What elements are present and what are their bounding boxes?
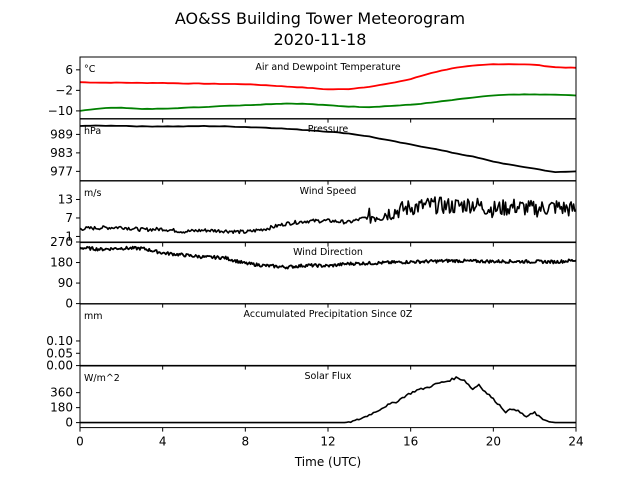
y-tick-label: 270 xyxy=(50,235,73,249)
panel-unit: W/m^2 xyxy=(84,373,120,384)
panel-4: 0.100.050.00 Accumulated Precipitation Si… xyxy=(46,303,577,373)
y-tick-label: 7 xyxy=(65,211,73,225)
x-axis: 0 4 8 12 16 20 24 xyxy=(76,435,583,449)
series-line-3-0 xyxy=(80,245,576,270)
x-tick-label: 12 xyxy=(320,435,335,449)
y-tick-label: 989 xyxy=(50,127,73,141)
x-tick-label: 0 xyxy=(76,435,84,449)
panel-title: Wind Speed xyxy=(300,186,357,197)
panel-unit: hPa xyxy=(84,126,101,137)
panel-2: 13 7 1 Wind Speed m/s xyxy=(58,180,577,247)
y-tick-label: 90 xyxy=(58,276,73,290)
panel-1: 989 983 977 Pressure hPa xyxy=(50,118,577,185)
panel-title: Air and Dewpoint Temperature xyxy=(255,62,400,73)
y-tick-label: 0.10 xyxy=(46,334,73,348)
panel-3: 270 180 90 0 Wind Direction xyxy=(50,235,577,311)
y-tick-label: 983 xyxy=(50,146,73,160)
series-line-5-0 xyxy=(80,376,576,424)
series-line-2-0 xyxy=(80,196,576,235)
series-line-0-1 xyxy=(80,93,576,112)
panel-unit: m/s xyxy=(84,188,101,199)
y-tick-label: 6 xyxy=(65,63,73,77)
panel-title: Solar Flux xyxy=(305,371,352,382)
y-tick-label: 0.00 xyxy=(46,359,73,373)
x-axis-label: Time (UTC) xyxy=(294,455,361,469)
y-tick-label: 0 xyxy=(65,297,73,311)
y-tick-label: 0.05 xyxy=(46,346,73,360)
panel-title: Pressure xyxy=(308,124,349,135)
x-tick-label: 8 xyxy=(242,435,250,449)
y-tick-label: −10 xyxy=(48,104,73,118)
series-line-0-0 xyxy=(80,63,576,91)
panel-title: Accumulated Precipitation Since 0Z xyxy=(244,309,413,320)
panel-unit: mm xyxy=(84,311,103,322)
y-tick-label: 180 xyxy=(50,256,73,270)
x-tick-label: 24 xyxy=(568,435,583,449)
y-tick-label: 360 xyxy=(50,386,73,400)
figure-title-line1: AO&SS Building Tower Meteorogram xyxy=(175,9,465,28)
y-tick-label: 1 xyxy=(65,229,73,243)
figure-title-line2: 2020-11-18 xyxy=(274,30,367,49)
x-tick-label: 20 xyxy=(486,435,501,449)
y-tick-label: 977 xyxy=(50,164,73,178)
y-tick-label: 0 xyxy=(65,416,73,430)
x-tick-label: 16 xyxy=(403,435,418,449)
series-line-1-0 xyxy=(80,124,576,173)
panel-title: Wind Direction xyxy=(293,247,363,258)
y-tick-label: 180 xyxy=(50,401,73,415)
panel-0: 6 −2 −10 Air and Dewpoint Temperature °C xyxy=(48,56,577,123)
panel-unit: °C xyxy=(84,64,96,75)
y-tick-label: 13 xyxy=(58,192,73,206)
y-tick-label: −2 xyxy=(55,83,73,97)
x-tick-label: 4 xyxy=(159,435,167,449)
